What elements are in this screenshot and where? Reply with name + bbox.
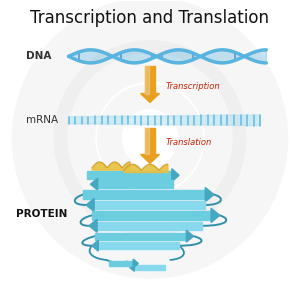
Polygon shape [95,232,186,240]
Text: Transcription: Transcription [166,82,220,91]
Polygon shape [98,242,179,249]
Text: Transcription and Translation: Transcription and Translation [31,9,269,27]
Polygon shape [172,169,179,182]
Polygon shape [109,261,133,266]
Polygon shape [94,201,205,209]
Polygon shape [92,240,98,251]
Polygon shape [92,211,211,220]
Polygon shape [133,259,138,268]
Polygon shape [98,180,173,188]
Polygon shape [205,188,214,202]
Text: Translation: Translation [166,138,212,147]
Polygon shape [130,263,134,271]
Polygon shape [97,222,202,230]
Polygon shape [141,94,159,102]
Text: DNA: DNA [26,51,52,62]
Polygon shape [186,230,194,242]
Polygon shape [89,219,97,232]
Bar [145,66,155,94]
Bar [145,128,148,154]
Polygon shape [69,115,260,126]
Polygon shape [83,190,205,199]
Bar [145,66,148,94]
Bar [145,128,155,154]
Polygon shape [134,265,164,270]
Text: PROTEIN: PROTEIN [16,209,68,219]
Polygon shape [88,171,172,179]
Polygon shape [90,178,98,190]
Polygon shape [211,208,220,223]
Polygon shape [86,198,94,212]
Polygon shape [141,154,159,164]
Text: mRNA: mRNA [26,115,58,125]
